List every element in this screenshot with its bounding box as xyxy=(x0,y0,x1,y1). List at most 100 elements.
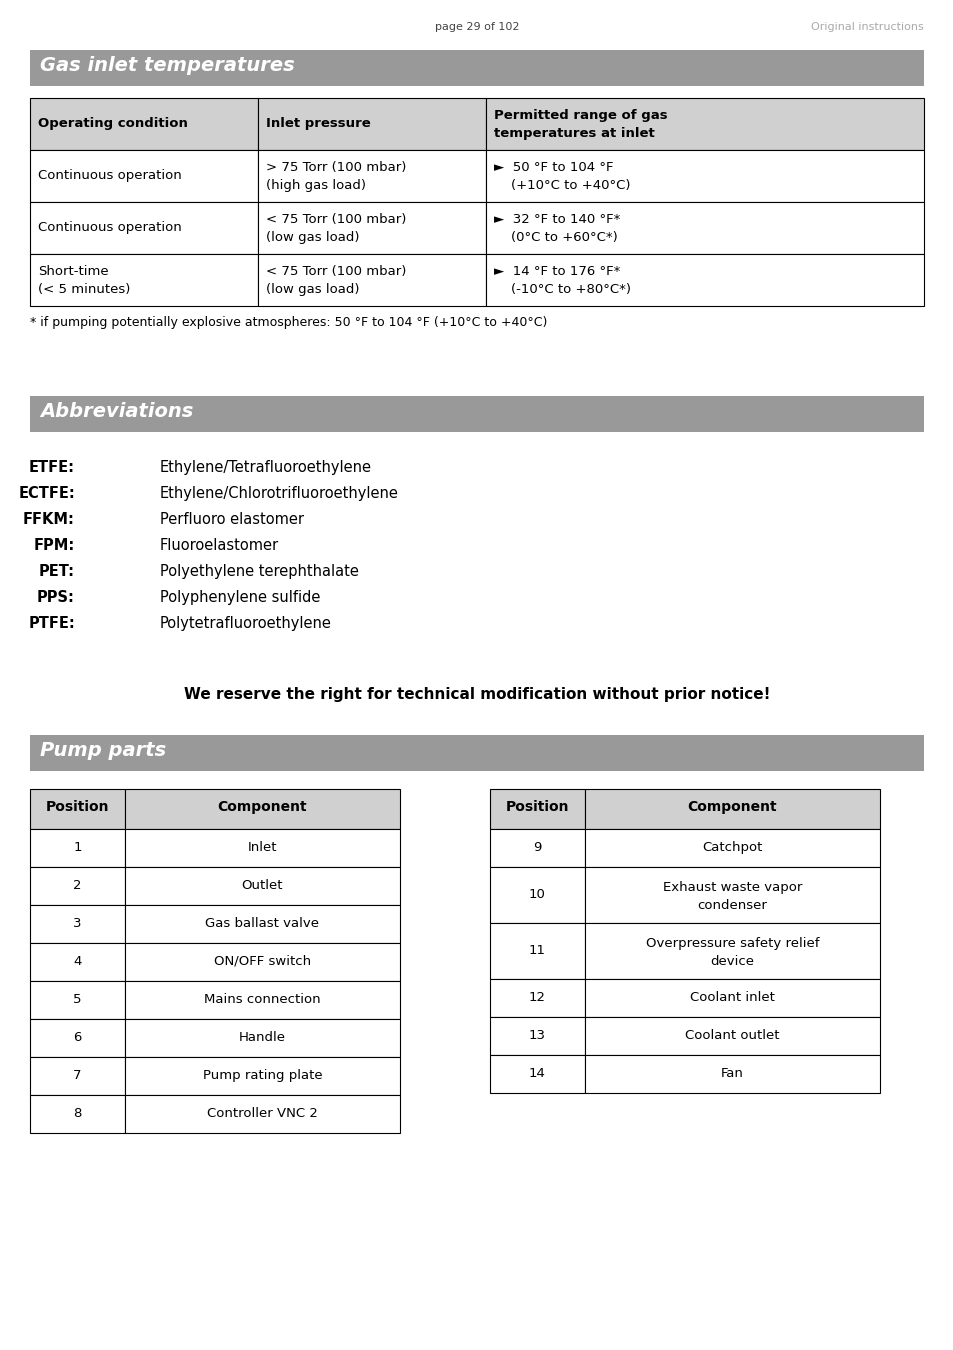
Bar xyxy=(257,150,485,202)
Text: Perfluoro elastomer: Perfluoro elastomer xyxy=(160,512,304,526)
Text: Gas inlet temperatures: Gas inlet temperatures xyxy=(40,55,294,76)
Bar xyxy=(30,150,257,202)
Text: > 75 Torr (100 mbar): > 75 Torr (100 mbar) xyxy=(266,161,406,174)
Text: ON/OFF switch: ON/OFF switch xyxy=(213,954,311,968)
Bar xyxy=(485,202,923,254)
Text: ECTFE:: ECTFE: xyxy=(18,486,75,501)
Text: (< 5 minutes): (< 5 minutes) xyxy=(38,284,131,296)
Text: Pump rating plate: Pump rating plate xyxy=(202,1069,322,1081)
Bar xyxy=(485,150,923,202)
Bar xyxy=(30,867,125,905)
Text: We reserve the right for technical modification without prior notice!: We reserve the right for technical modif… xyxy=(184,687,769,702)
Text: Outlet: Outlet xyxy=(241,879,283,892)
Text: Position: Position xyxy=(505,801,569,814)
Text: Operating condition: Operating condition xyxy=(38,117,188,130)
Text: Handle: Handle xyxy=(239,1031,286,1044)
Text: Short-time: Short-time xyxy=(38,265,109,278)
Text: PTFE:: PTFE: xyxy=(29,616,75,630)
Bar xyxy=(490,867,584,923)
Text: Permitted range of gas: Permitted range of gas xyxy=(494,109,667,122)
Text: (+10°C to +40°C): (+10°C to +40°C) xyxy=(494,180,630,192)
Bar xyxy=(30,829,125,867)
Text: Fluoroelastomer: Fluoroelastomer xyxy=(160,539,279,553)
Text: 14: 14 xyxy=(529,1066,545,1080)
Text: 12: 12 xyxy=(529,991,545,1004)
Bar xyxy=(257,99,485,150)
Bar xyxy=(125,867,399,905)
Bar xyxy=(30,202,257,254)
Text: (low gas load): (low gas load) xyxy=(266,284,359,296)
Text: Coolant inlet: Coolant inlet xyxy=(689,991,774,1004)
Text: Controller VNC 2: Controller VNC 2 xyxy=(207,1107,317,1120)
Bar xyxy=(490,979,584,1017)
Bar xyxy=(125,829,399,867)
Text: Exhaust waste vapor: Exhaust waste vapor xyxy=(662,882,801,894)
Bar xyxy=(584,867,879,923)
Bar xyxy=(584,1017,879,1054)
Text: 7: 7 xyxy=(73,1069,82,1081)
Bar xyxy=(490,829,584,867)
Text: PET:: PET: xyxy=(39,564,75,579)
Text: Overpressure safety relief: Overpressure safety relief xyxy=(645,937,819,950)
Text: Component: Component xyxy=(687,801,777,814)
Text: 6: 6 xyxy=(73,1031,82,1044)
Text: 1: 1 xyxy=(73,841,82,855)
Text: 4: 4 xyxy=(73,954,82,968)
Text: 13: 13 xyxy=(529,1029,545,1042)
Bar xyxy=(125,1095,399,1133)
Bar xyxy=(584,923,879,979)
Text: device: device xyxy=(710,954,754,968)
Bar xyxy=(125,904,399,944)
Bar xyxy=(125,788,399,829)
Text: Inlet pressure: Inlet pressure xyxy=(266,117,371,130)
Text: Inlet: Inlet xyxy=(248,841,277,855)
Bar xyxy=(584,788,879,829)
Bar xyxy=(257,254,485,306)
Bar xyxy=(485,254,923,306)
Text: 11: 11 xyxy=(529,944,545,957)
Text: (low gas load): (low gas load) xyxy=(266,231,359,244)
Text: Catchpot: Catchpot xyxy=(701,841,761,855)
Text: condenser: condenser xyxy=(697,899,766,913)
Text: * if pumping potentially explosive atmospheres: 50 °F to 104 °F (+10°C to +40°C): * if pumping potentially explosive atmos… xyxy=(30,316,547,329)
Bar xyxy=(30,1095,125,1133)
Text: < 75 Torr (100 mbar): < 75 Torr (100 mbar) xyxy=(266,213,406,225)
Text: 8: 8 xyxy=(73,1107,82,1120)
Bar xyxy=(490,1017,584,1054)
Bar xyxy=(30,1019,125,1057)
Bar xyxy=(490,923,584,979)
Text: Coolant outlet: Coolant outlet xyxy=(684,1029,779,1042)
Bar xyxy=(125,944,399,981)
Text: PPS:: PPS: xyxy=(37,590,75,605)
Text: 10: 10 xyxy=(529,888,545,900)
Text: (0°C to +60°C*): (0°C to +60°C*) xyxy=(494,231,618,244)
Bar xyxy=(490,788,584,829)
Text: ►  32 °F to 140 °F*: ► 32 °F to 140 °F* xyxy=(494,213,619,225)
Text: Ethylene/Tetrafluoroethylene: Ethylene/Tetrafluoroethylene xyxy=(160,460,372,475)
Text: Continuous operation: Continuous operation xyxy=(38,221,182,234)
Bar xyxy=(30,396,923,432)
Bar xyxy=(30,1057,125,1095)
Bar xyxy=(30,99,257,150)
Text: Mains connection: Mains connection xyxy=(204,994,320,1006)
Text: Component: Component xyxy=(217,801,307,814)
Text: Polyethylene terephthalate: Polyethylene terephthalate xyxy=(160,564,358,579)
Text: 2: 2 xyxy=(73,879,82,892)
Text: ►  14 °F to 176 °F*: ► 14 °F to 176 °F* xyxy=(494,265,619,278)
Bar xyxy=(257,202,485,254)
Text: FPM:: FPM: xyxy=(33,539,75,553)
Text: FFKM:: FFKM: xyxy=(23,512,75,526)
Bar xyxy=(490,1054,584,1094)
Bar xyxy=(584,979,879,1017)
Text: Gas ballast valve: Gas ballast valve xyxy=(205,917,319,930)
Bar xyxy=(485,99,923,150)
Text: Abbreviations: Abbreviations xyxy=(40,402,193,421)
Text: temperatures at inlet: temperatures at inlet xyxy=(494,127,654,140)
Text: 3: 3 xyxy=(73,917,82,930)
Text: Original instructions: Original instructions xyxy=(810,22,923,32)
Text: ETFE:: ETFE: xyxy=(29,460,75,475)
Bar xyxy=(30,981,125,1019)
Text: 9: 9 xyxy=(533,841,541,855)
Text: Ethylene/Chlorotrifluoroethylene: Ethylene/Chlorotrifluoroethylene xyxy=(160,486,398,501)
Text: Polyphenylene sulfide: Polyphenylene sulfide xyxy=(160,590,320,605)
